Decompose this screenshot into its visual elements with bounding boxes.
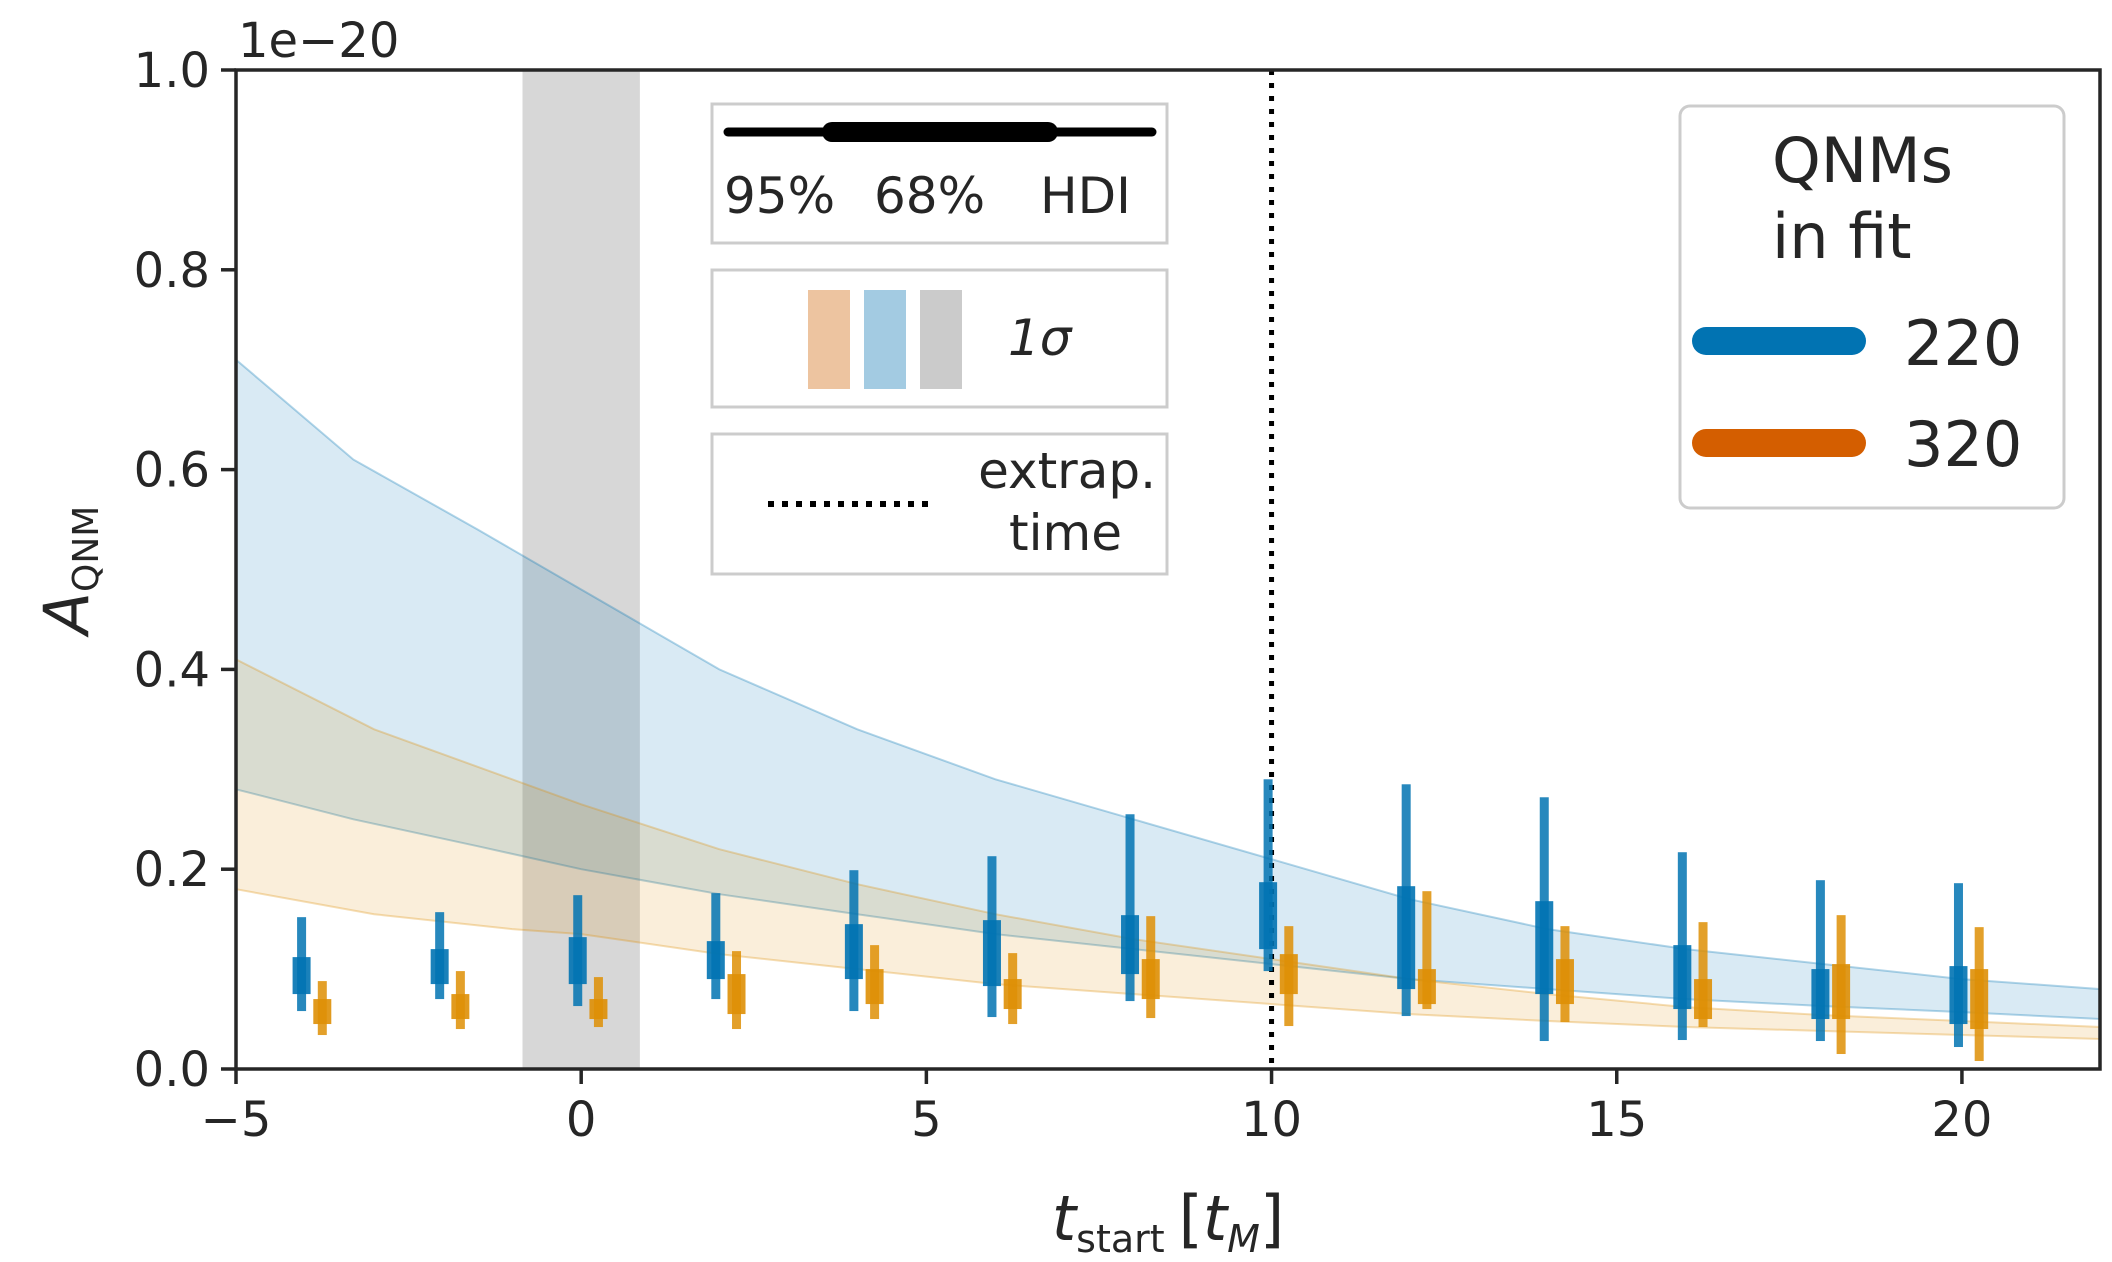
- hdi68-bar-320-5: [1003, 979, 1022, 1010]
- hdi95-bar-220-12: [1953, 883, 1963, 1048]
- legend-sigma: 1σ: [710, 268, 1169, 409]
- x-tick-label-4: 15: [1586, 1092, 1647, 1148]
- legend-extrap: extrap. time: [710, 432, 1169, 576]
- y-tick-label-1: 0.2: [134, 842, 210, 898]
- y-tick-label-5: 1.0: [134, 43, 210, 99]
- y-axis-label: AQNM: [30, 506, 107, 639]
- hdi68-bar-320-12: [1970, 969, 1989, 1030]
- hdi68-bar-220-5: [982, 920, 1001, 987]
- hdi68-bar-320-6: [1141, 959, 1160, 1000]
- y-offset-text: 1e−20: [238, 13, 399, 69]
- legend-sigma-swatch-combined: [920, 290, 962, 389]
- hdi68-bar-320-3: [727, 974, 746, 1015]
- hdi68-bar-220-12: [1949, 966, 1968, 1025]
- x-axis-unit-open: [: [1179, 1182, 1203, 1255]
- x-axis-unit-sub: M: [1227, 1217, 1260, 1261]
- y-tick-label-3: 0.6: [134, 443, 210, 499]
- legend-sigma-label: 1σ: [1008, 309, 1073, 367]
- x-axis-label-main: t: [1052, 1182, 1079, 1255]
- hdi68-bar-320-1: [451, 994, 470, 1020]
- hdi95-bar-320-10: [1698, 922, 1708, 1028]
- hdi68-bar-220-6: [1121, 915, 1140, 975]
- hdi68-bar-220-0: [292, 957, 311, 995]
- hdi68-bar-220-2: [568, 937, 587, 985]
- legend-extrap-line1: extrap.: [978, 442, 1156, 500]
- x-tick-label-3: 10: [1241, 1092, 1302, 1148]
- hdi68-bar-320-11: [1832, 964, 1851, 1020]
- hdi68-bar-220-8: [1397, 886, 1416, 990]
- legend-qnm-title-line1: QNMs: [1772, 124, 1953, 197]
- legend-hdi: 95% 68% HDI: [710, 102, 1169, 245]
- plot-frame: [234, 68, 2102, 1071]
- x-tick-label-0: −5: [201, 1092, 272, 1148]
- y-axis-label-sub: QNM: [66, 506, 107, 592]
- legend-hdi-95-label: 95%: [724, 167, 835, 225]
- hdi68-bar-320-2: [589, 999, 608, 1020]
- y-tick-label-4: 0.8: [134, 243, 210, 299]
- y-tick-label-2: 0.4: [134, 642, 210, 698]
- hdi68-bar-320-7: [1279, 954, 1298, 995]
- legend-qnm-title-line2: in fit: [1772, 200, 1912, 273]
- hdi68-bar-220-4: [844, 924, 863, 980]
- hdi68-bar-320-4: [865, 969, 884, 1005]
- legend-qnm-label-320: 320: [1904, 408, 2022, 481]
- x-axis-label: tstart [tM]: [1052, 1182, 1284, 1261]
- hdi68-bar-220-11: [1811, 969, 1830, 1020]
- x-axis-label-sub: start: [1076, 1217, 1165, 1261]
- legend-extrap-line2: time: [1009, 504, 1122, 562]
- hdi68-bar-220-1: [430, 949, 449, 985]
- hdi68-bar-320-9: [1555, 959, 1574, 1005]
- x-axis-unit-main: t: [1203, 1182, 1230, 1255]
- hdi95-bar-220-7: [1263, 779, 1273, 972]
- y-tick-label-0: 0.0: [134, 1042, 210, 1098]
- hdi68-bar-320-8: [1417, 969, 1436, 1005]
- axis-ticks: −5 0 5 10 15 20 0.0 0.2 0.4 0.6 0.8 1.0: [134, 43, 1993, 1148]
- legend-qnm-box: [1678, 104, 2066, 510]
- legend-sigma-swatch-320: [808, 290, 850, 389]
- x-tick-label-1: 0: [566, 1092, 597, 1148]
- hdi95-bar-220-11: [1815, 880, 1825, 1042]
- x-axis-unit-close: ]: [1260, 1182, 1284, 1255]
- hdi68-bar-220-9: [1535, 901, 1554, 995]
- y-axis-label-main: A: [30, 592, 103, 638]
- hdi95-bar-220-6: [1125, 814, 1135, 1002]
- x-tick-label-5: 20: [1931, 1092, 1992, 1148]
- hdi68-bar-220-3: [706, 941, 725, 980]
- hdi68-bar-220-10: [1673, 945, 1692, 1010]
- x-tick-label-2: 5: [911, 1092, 942, 1148]
- hdi95-bar-320-8: [1422, 891, 1432, 1010]
- legend-hdi-68-label: 68%: [874, 167, 985, 225]
- legend-hdi-label: HDI: [1040, 167, 1131, 225]
- hdi-error-bars: [292, 779, 1989, 1062]
- legend-qnm: QNMs in fit 220 320: [1678, 104, 2066, 510]
- legend-qnm-label-220: 220: [1904, 307, 2022, 380]
- hdi68-bar-320-0: [313, 999, 332, 1025]
- hdi68-bar-220-7: [1259, 882, 1278, 950]
- hdi68-bar-320-10: [1694, 979, 1713, 1020]
- legend-sigma-swatch-220: [864, 290, 906, 389]
